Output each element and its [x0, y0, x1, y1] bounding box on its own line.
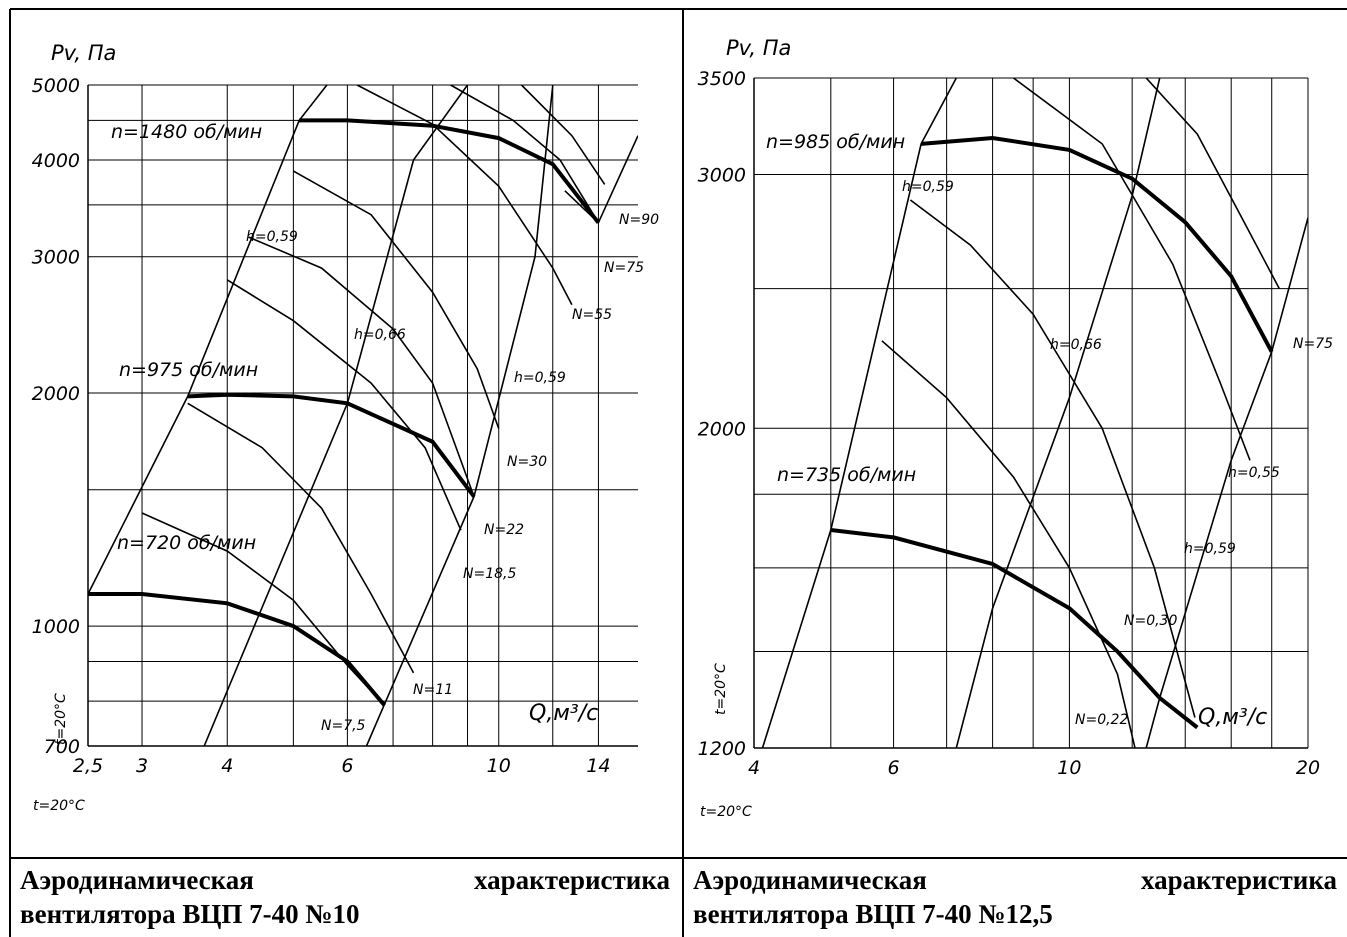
annotation-h059-b: h=0,59: [1184, 541, 1236, 557]
power-label-022: N=0,22: [1075, 712, 1128, 728]
power-label-55: N=55: [572, 307, 612, 323]
x-tick-label: 2,5: [73, 755, 103, 777]
caption-left-word2: характеристика: [474, 865, 670, 895]
efficiency-line: [203, 85, 469, 746]
x-tick-label: 14: [586, 755, 610, 777]
power-label-030: N=0,30: [1124, 613, 1177, 629]
power-line: [881, 340, 1136, 748]
curves: [88, 85, 638, 746]
power-line: [450, 85, 600, 224]
temp-label-bottom: t=20°C: [700, 804, 752, 820]
labels: Pv, Па Q,м³/с t=20°C t=20°C n=985 об/мин…: [698, 36, 1333, 820]
annotation-h059-a: h=0,59: [902, 179, 954, 195]
y-tick-label: 3500: [698, 68, 746, 90]
power-line: [187, 402, 415, 674]
annotation-h066: h=0,66: [1050, 337, 1102, 353]
x-tick-label: 3: [136, 755, 148, 777]
annotation-h059-b: h=0,59: [514, 370, 566, 386]
temp-label-side: t=20°C: [53, 693, 69, 745]
annotation-h066: h=0,66: [354, 327, 406, 343]
y-tick-label: 700: [44, 736, 80, 758]
power-line: [293, 170, 500, 429]
caption-right-word2: характеристика: [1141, 865, 1337, 895]
y-tick-label: 2000: [698, 418, 746, 440]
y-axis-label: Pv, Па: [51, 41, 116, 65]
chart-right: Pv, Па Q,м³/с t=20°C t=20°C n=985 об/мин…: [698, 36, 1333, 820]
power-label-75: N=75: [604, 260, 644, 276]
annotation-h059-a: h=0,59: [246, 229, 298, 245]
power-line: [356, 85, 573, 306]
y-tick-label: 3000: [32, 247, 80, 269]
fan-curve: [830, 528, 1199, 730]
x-tick-label: 4: [221, 755, 233, 777]
x-tick-label: 6: [341, 755, 353, 777]
y-tick-label: 2000: [32, 383, 80, 405]
x-axis-label: Q,м³/с: [529, 701, 598, 726]
y-tick-label: 1200: [698, 738, 746, 760]
power-label-22: N=22: [484, 522, 524, 538]
y-axis-label: Pv, Па: [726, 36, 791, 60]
fan-label-1480: n=1480 об/мин: [111, 121, 262, 143]
caption-right-word1: Аэродинамическая: [693, 865, 927, 895]
y-tick-label: 5000: [32, 75, 80, 97]
caption-right: Аэродинамическая характеристика вентилят…: [693, 863, 1337, 931]
power-line: [1145, 78, 1281, 289]
power-label-h055: h=0,55: [1228, 465, 1280, 481]
temp-label-bottom: t=20°C: [33, 798, 85, 814]
grid: [87, 84, 638, 747]
y-tick-label: 1000: [32, 616, 80, 638]
fan-label-720: n=720 об/мин: [117, 532, 256, 554]
power-label-11: N=11: [413, 682, 453, 698]
power-line: [226, 279, 462, 531]
caption-left-word1: Аэродинамическая: [20, 865, 254, 895]
x-tick-label: 6: [888, 757, 900, 779]
power-line: [909, 199, 1196, 718]
y-tick-label: 4000: [32, 150, 80, 172]
x-tick-label: 20: [1296, 757, 1320, 779]
efficiency-line: [1145, 217, 1308, 748]
fan-curve: [299, 118, 600, 224]
power-label-7-5: N=7,5: [321, 718, 366, 734]
x-axis-label: Q,м³/с: [1198, 705, 1267, 730]
efficiency-line: [955, 78, 1161, 748]
fan-curve: [187, 392, 476, 498]
power-label-18-5: N=18,5: [463, 566, 516, 582]
fan-label-975: n=975 об/мин: [119, 359, 258, 381]
caption-left: Аэродинамическая характеристика вентилят…: [20, 863, 670, 931]
temp-label-side: t=20°C: [713, 663, 729, 715]
grid: [753, 77, 1309, 749]
caption-left-line2: вентилятора ВЦП 7-40 №10: [20, 899, 360, 929]
fan-curve: [920, 135, 1274, 353]
power-label-30: N=30: [507, 454, 547, 470]
x-tick-label: 4: [748, 757, 760, 779]
power-line: [1013, 78, 1251, 461]
y-tick-label: 3000: [698, 164, 746, 186]
efficiency-line: [761, 78, 958, 748]
curves: [761, 78, 1308, 748]
caption-right-line2: вентилятора ВЦП 7-40 №12,5: [693, 899, 1053, 929]
x-tick-label: 10: [1057, 757, 1081, 779]
power-label-75: N=75: [1293, 336, 1333, 352]
power-line: [520, 85, 606, 185]
chart-left: Pv, Па Q,м³/с t=20°C t=20°C n=1480 об/ми…: [32, 41, 659, 814]
efficiency-line: [88, 85, 328, 595]
fan-label-985: n=985 об/мин: [766, 131, 905, 153]
power-line: [248, 236, 475, 497]
power-label-90: N=90: [619, 212, 659, 228]
fan-curve: [88, 592, 387, 707]
efficiency-line: [365, 85, 554, 746]
fan-label-735: n=735 об/мин: [777, 464, 916, 486]
x-tick-label: 10: [487, 755, 511, 777]
labels: Pv, Па Q,м³/с t=20°C t=20°C n=1480 об/ми…: [32, 41, 659, 814]
